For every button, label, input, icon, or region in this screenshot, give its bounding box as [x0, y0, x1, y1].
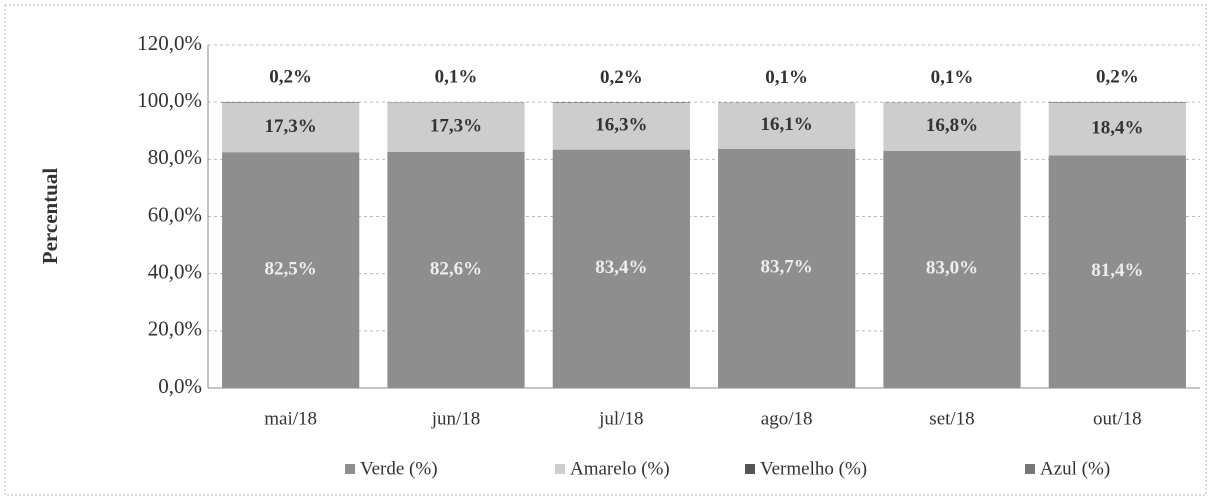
x-tick-label: jul/18 [598, 408, 643, 429]
data-label: 83,7% [761, 257, 813, 278]
legend-swatch [1025, 464, 1035, 474]
legend-swatch [555, 464, 565, 474]
y-tick-label: 100,0% [137, 88, 202, 112]
bar-segment [552, 149, 690, 388]
legend-swatch [745, 464, 755, 474]
bar-segment [222, 102, 360, 103]
bar-segment [1048, 102, 1186, 103]
data-label: 16,3% [595, 115, 647, 136]
bar-segment [1048, 102, 1186, 156]
legend-label: Amarelo (%) [570, 458, 670, 479]
data-label: 0,2% [269, 67, 312, 88]
y-tick-label: 0,0% [158, 374, 202, 398]
bar-segment [552, 103, 690, 150]
data-label: 82,5% [265, 258, 317, 279]
legend-label: Azul (%) [1040, 458, 1110, 479]
y-tick-label: 20,0% [148, 317, 202, 341]
y-tick-label: 120,0% [137, 31, 202, 55]
bar-segment [1048, 155, 1186, 388]
data-label: 0,1% [435, 67, 478, 88]
x-tick-label: mai/18 [264, 408, 317, 429]
legend-swatch [345, 464, 355, 474]
data-label: 0,2% [1096, 67, 1139, 88]
data-label: 17,3% [265, 116, 317, 137]
legend-label: Vermelho (%) [760, 458, 867, 479]
bar-segment [883, 102, 1021, 151]
y-tick-label: 80,0% [148, 145, 202, 169]
bar-segment [883, 150, 1021, 388]
y-axis-label: Percentual [38, 168, 62, 265]
data-label: 82,6% [430, 258, 482, 279]
x-tick-label: jun/18 [431, 408, 481, 429]
bar-segment [552, 102, 690, 104]
data-label: 16,8% [926, 115, 978, 136]
x-tick-label: ago/18 [761, 408, 813, 429]
bar-segment [222, 102, 360, 153]
data-label: 16,1% [761, 114, 813, 135]
legend-label: Verde (%) [360, 458, 438, 479]
bar-segment [222, 152, 360, 388]
x-tick-label: out/18 [1093, 408, 1142, 429]
y-tick-label: 40,0% [148, 259, 202, 283]
data-label: 17,3% [430, 116, 482, 137]
y-tick-label: 60,0% [148, 202, 202, 226]
data-label: 81,4% [1091, 260, 1143, 281]
data-label: 0,1% [765, 67, 808, 88]
chart-frame [4, 4, 1207, 496]
data-label: 83,4% [595, 257, 647, 278]
x-tick-label: set/18 [929, 408, 974, 429]
bar-segment [718, 102, 856, 149]
data-label: 83,0% [926, 258, 978, 279]
bar-segment [718, 148, 856, 388]
data-label: 0,2% [600, 67, 643, 88]
data-label: 18,4% [1091, 117, 1143, 138]
data-label: 0,1% [931, 67, 974, 88]
bar-segment [387, 102, 525, 152]
bar-segment [387, 151, 525, 388]
